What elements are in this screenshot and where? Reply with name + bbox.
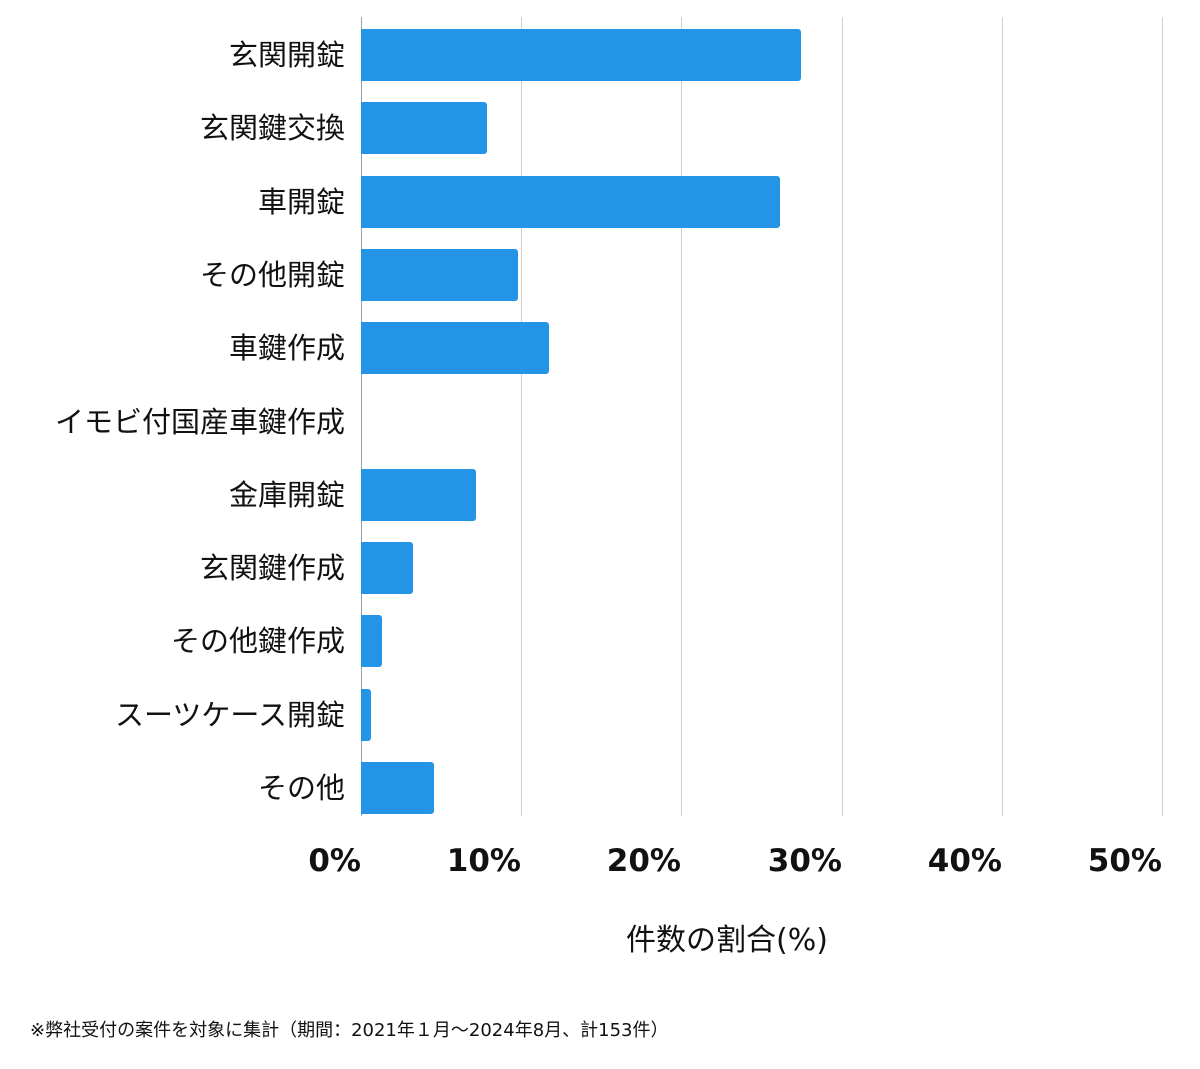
category-label: その他 — [257, 771, 345, 805]
y-axis-line — [361, 17, 362, 816]
footnote: ※弊社受付の案件を対象に集計（期間：2021年１月～2024年8月、計153件） — [30, 1020, 669, 1041]
category-label: 玄関鍵交換 — [199, 111, 345, 145]
bar — [361, 322, 549, 374]
category-label: 車鍵作成 — [228, 331, 345, 365]
category-label: 玄関鍵作成 — [199, 551, 345, 585]
bar — [361, 689, 371, 741]
category-label: その他開錠 — [199, 258, 345, 292]
x-tick-label: 30% — [767, 843, 842, 879]
x-tick-label: 40% — [927, 843, 1002, 879]
category-label: スーツケース開錠 — [115, 698, 345, 732]
x-tick-label: 0% — [308, 843, 361, 879]
category-label: 玄関開錠 — [228, 38, 345, 72]
gridline — [1162, 17, 1163, 816]
x-tick-label: 10% — [446, 843, 521, 879]
bar — [361, 542, 413, 594]
bar — [361, 102, 487, 154]
gridline — [842, 17, 843, 816]
category-label: 金庫開錠 — [228, 478, 345, 512]
category-label: その他鍵作成 — [170, 624, 345, 658]
gridline — [521, 17, 522, 816]
bar — [361, 615, 382, 667]
bar — [361, 762, 434, 814]
x-tick-label: 20% — [606, 843, 681, 879]
bar — [361, 469, 476, 521]
x-axis-label: 件数の割合(%) — [626, 923, 828, 958]
x-tick-label: 50% — [1087, 843, 1162, 879]
category-label: 車開錠 — [257, 185, 345, 219]
bar — [361, 249, 518, 301]
category-label: イモビ付国産車鍵作成 — [54, 405, 345, 439]
gridline — [681, 17, 682, 816]
gridline — [1002, 17, 1003, 816]
bar — [361, 29, 801, 81]
bar — [361, 176, 780, 228]
